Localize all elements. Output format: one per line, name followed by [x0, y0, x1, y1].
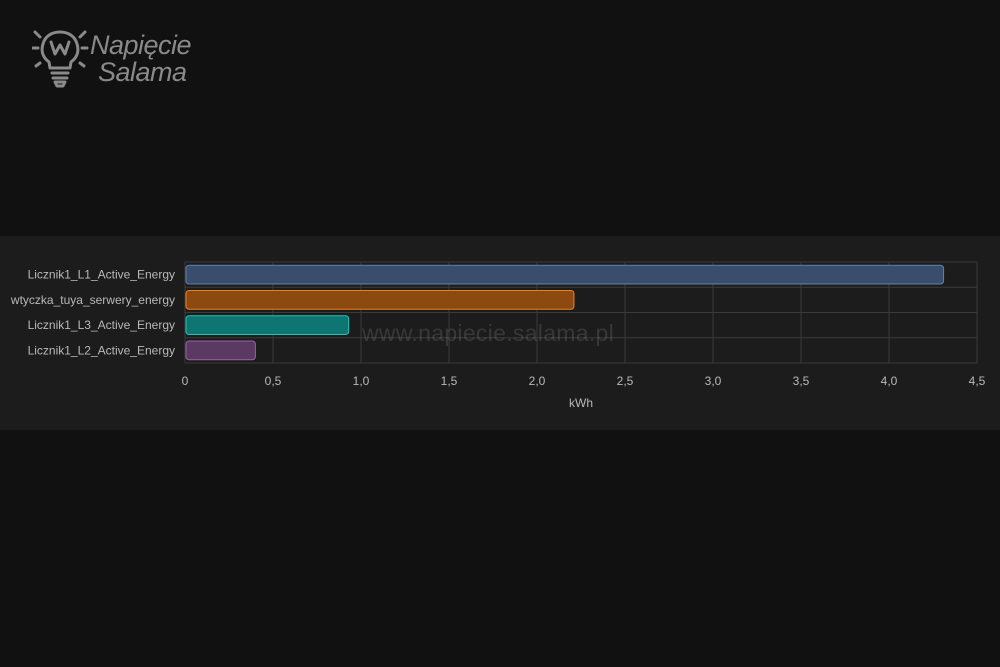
category-label: Licznik1_L2_Active_Energy: [28, 343, 175, 357]
x-tick-label: 0: [182, 374, 189, 388]
logo-text-line2: Salama: [98, 57, 187, 87]
energy-bar-chart: 0 0,5 1,0 1,5 2,0 2,5 3,0 3,5 4,0 4,5 Licznik1_L1_…: [10, 261, 986, 410]
bar: [185, 290, 575, 310]
logo-text-line1: Napięcie: [90, 30, 192, 60]
lightbulb-w-icon: [32, 30, 89, 88]
category-label: wtyczka_tuya_serwery_energy: [10, 293, 175, 307]
category-label: Licznik1_L1_Active_Energy: [28, 268, 175, 282]
bar: [185, 264, 945, 285]
x-tick-label: 1,5: [441, 374, 458, 388]
brand-logo: Napięcie Salama: [32, 26, 212, 92]
x-tick-label: 1,0: [353, 374, 370, 388]
x-tick-label: 3,5: [793, 374, 810, 388]
x-tick-label: 2,0: [529, 374, 546, 388]
bar: [185, 315, 350, 335]
x-tick-label: 4,0: [881, 374, 898, 388]
x-tick-label: 3,0: [705, 374, 722, 388]
x-tick-label: 2,5: [617, 374, 634, 388]
x-axis-label: kWh: [569, 396, 593, 410]
category-label: Licznik1_L3_Active_Energy: [28, 318, 175, 332]
x-tick-label: 0,5: [265, 374, 282, 388]
bar: [185, 340, 256, 361]
x-tick-label: 4,5: [969, 374, 986, 388]
energy-chart-card: 0 0,5 1,0 1,5 2,0 2,5 3,0 3,5 4,0 4,5 Licznik1_L1_…: [0, 236, 1000, 430]
